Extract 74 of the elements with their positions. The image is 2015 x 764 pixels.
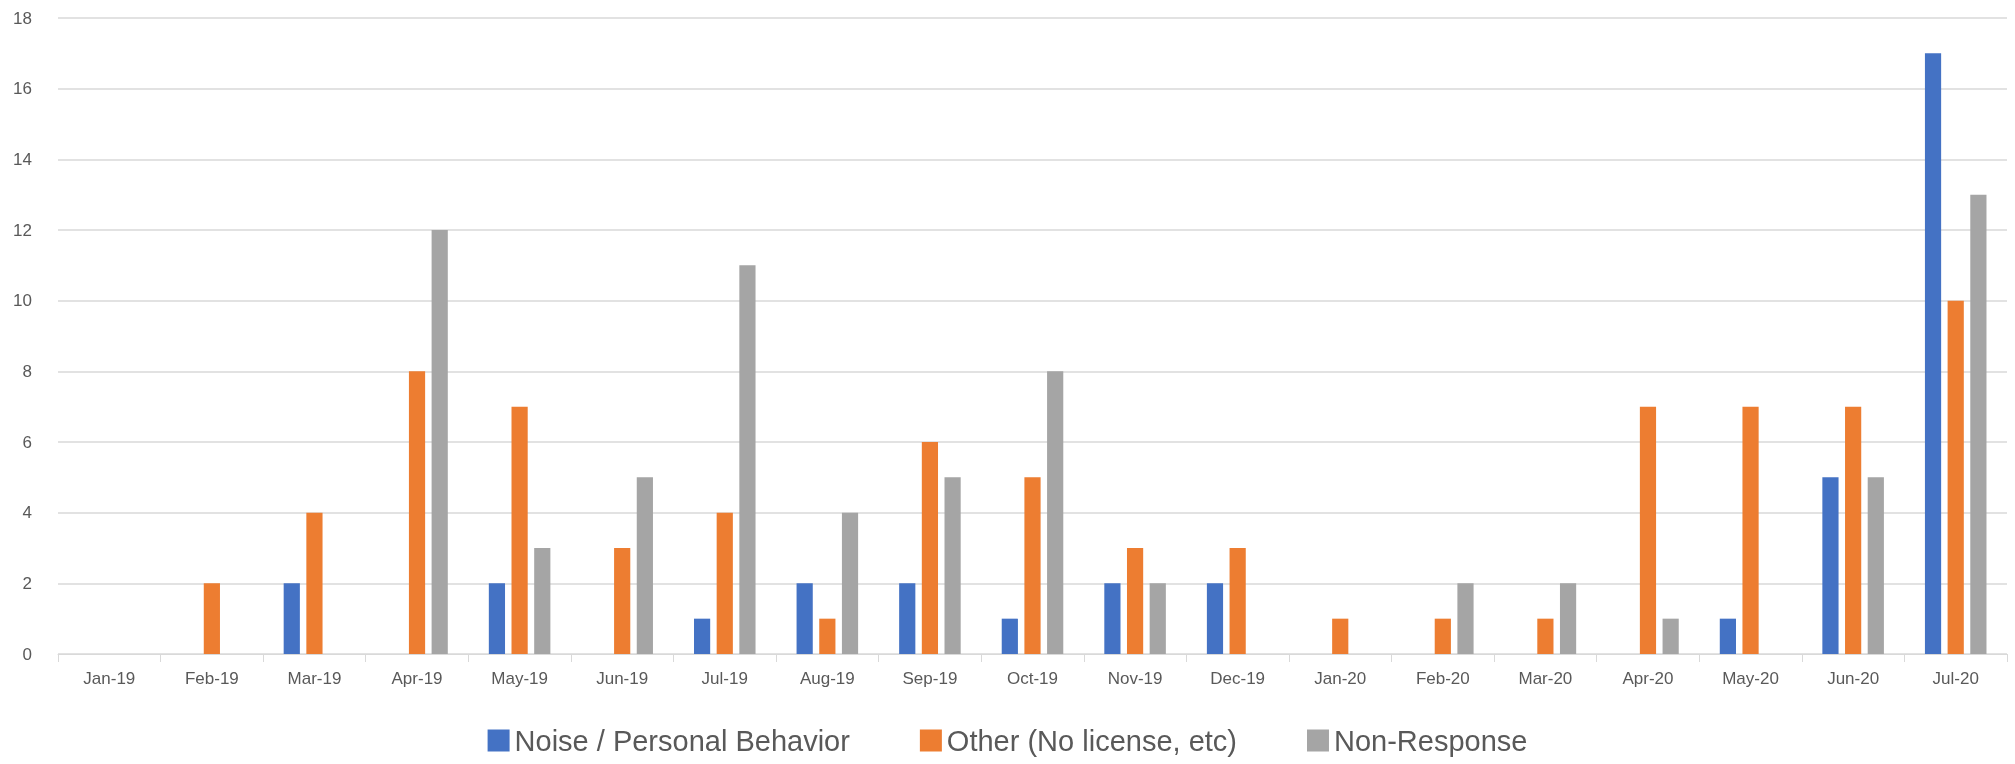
bar bbox=[1719, 618, 1736, 654]
x-tick-label: Sep-19 bbox=[902, 669, 958, 688]
x-tick-label: Jun-19 bbox=[596, 669, 649, 688]
bar bbox=[1822, 477, 1839, 654]
bar bbox=[1662, 618, 1679, 654]
bar bbox=[614, 548, 631, 654]
x-tick-label: Dec-19 bbox=[1210, 669, 1266, 688]
x-tick-label: Mar-19 bbox=[287, 669, 342, 688]
bar bbox=[1434, 618, 1451, 654]
y-tick-label: 14 bbox=[13, 149, 32, 169]
y-tick-label: 8 bbox=[22, 361, 32, 381]
x-tick-label: Apr-19 bbox=[391, 669, 443, 688]
x-tick-label: Nov-19 bbox=[1107, 669, 1163, 688]
bar bbox=[1639, 406, 1657, 654]
bar bbox=[1149, 583, 1166, 654]
y-tick-label: 4 bbox=[22, 503, 32, 523]
x-tick-label: Jan-20 bbox=[1314, 669, 1367, 688]
legend-label: Non-Response bbox=[1333, 724, 1528, 757]
bar bbox=[1126, 548, 1144, 654]
y-tick-label: 2 bbox=[22, 573, 32, 593]
x-tick-label: May-20 bbox=[1722, 669, 1779, 688]
x-tick-label: Aug-19 bbox=[799, 669, 855, 688]
bar bbox=[796, 583, 813, 654]
x-tick-label: Feb-19 bbox=[184, 669, 239, 688]
bar bbox=[431, 230, 448, 654]
bar bbox=[283, 583, 300, 654]
bar bbox=[488, 583, 506, 654]
x-tick-label: Mar-20 bbox=[1518, 669, 1573, 688]
y-tick-label: 12 bbox=[13, 220, 32, 240]
x-tick-label: Jul-20 bbox=[1932, 669, 1979, 688]
bar bbox=[1742, 406, 1759, 654]
bar bbox=[819, 618, 836, 654]
bar bbox=[1332, 618, 1349, 654]
x-tick-label: Jul-19 bbox=[701, 669, 748, 688]
bar bbox=[408, 371, 426, 654]
bar bbox=[944, 477, 961, 654]
x-tick-label: Feb-20 bbox=[1415, 669, 1470, 688]
bar bbox=[511, 406, 528, 654]
y-tick-label: 16 bbox=[13, 79, 32, 99]
bar bbox=[716, 512, 733, 654]
bar bbox=[1970, 194, 1987, 654]
bar bbox=[1559, 583, 1577, 654]
bar bbox=[841, 512, 859, 654]
bar bbox=[1537, 618, 1554, 654]
x-tick-label: Apr-20 bbox=[1622, 669, 1674, 688]
bar bbox=[693, 618, 711, 654]
bar bbox=[1867, 477, 1884, 654]
bar bbox=[203, 583, 220, 654]
bar bbox=[1457, 583, 1474, 654]
bar bbox=[1024, 477, 1041, 654]
bar bbox=[739, 265, 756, 654]
bar bbox=[1104, 583, 1121, 654]
bar bbox=[1047, 371, 1064, 654]
bar bbox=[1947, 300, 1964, 654]
bar bbox=[534, 548, 551, 654]
bar bbox=[636, 477, 653, 654]
x-tick-label: Oct-19 bbox=[1006, 669, 1059, 688]
bar bbox=[1845, 406, 1862, 654]
legend-label: Other (No license, etc) bbox=[946, 724, 1237, 757]
y-tick-label: 0 bbox=[22, 644, 32, 664]
bar bbox=[1924, 53, 1942, 654]
y-tick-label: 6 bbox=[22, 432, 32, 452]
bar bbox=[921, 442, 939, 654]
bar bbox=[1001, 618, 1018, 654]
bar bbox=[899, 583, 916, 654]
legend-label: Noise / Personal Behavior bbox=[514, 724, 851, 757]
y-tick-label: 18 bbox=[13, 8, 32, 28]
x-tick-label: May-19 bbox=[491, 669, 548, 688]
bar bbox=[1229, 548, 1246, 654]
y-tick-label: 10 bbox=[13, 291, 32, 311]
bar bbox=[306, 512, 323, 654]
x-tick-label: Jun-20 bbox=[1827, 669, 1880, 688]
bar bbox=[1206, 583, 1224, 654]
x-tick-label: Jan-19 bbox=[83, 669, 136, 688]
